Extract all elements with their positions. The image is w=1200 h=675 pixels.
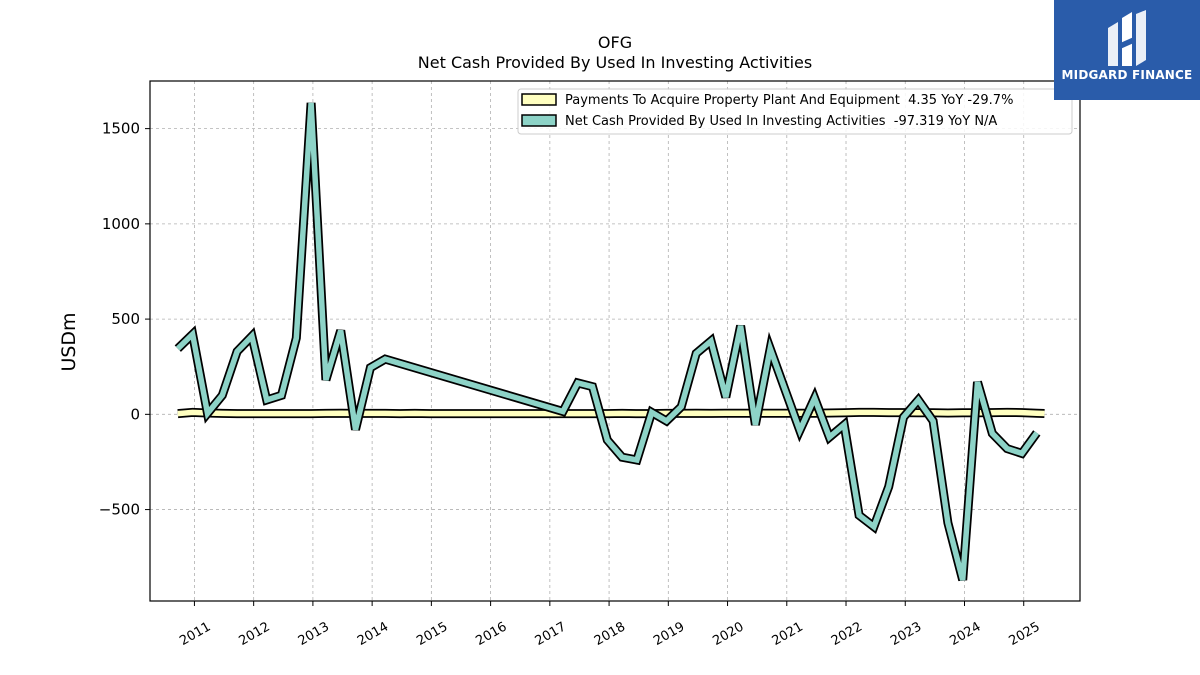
series-layer: [174, 102, 1045, 582]
x-tick-label: 2016: [473, 619, 509, 649]
legend-swatch-investing: [521, 114, 557, 127]
series-line-investing-stroke: [175, 102, 1040, 581]
x-tick-label: 2025: [1007, 619, 1043, 649]
legend-label-capex: Payments To Acquire Property Plant And E…: [565, 93, 1013, 108]
series-line-capex-stroke: [177, 409, 1045, 417]
legend-label-investing: Net Cash Provided By Used In Investing A…: [565, 114, 997, 129]
y-tick-label: 1000: [102, 215, 140, 233]
x-tick-label: 2022: [829, 619, 865, 649]
x-tick-label: 2021: [770, 619, 806, 649]
chart-subtitle: Net Cash Provided By Used In Investing A…: [418, 53, 812, 72]
axes-frame: [149, 80, 1081, 602]
y-tick-label: 500: [111, 310, 140, 328]
x-tick-label: 2024: [947, 619, 983, 649]
y-tick-label: 1500: [102, 120, 140, 138]
x-tick-label: 2015: [414, 619, 450, 649]
legend: Payments To Acquire Property Plant And E…: [517, 88, 1073, 135]
series-line-capex: [177, 407, 1045, 419]
y-axis: −500 0 500 1000 1500: [99, 120, 150, 519]
x-tick-label: 2017: [533, 619, 569, 649]
legend-swatch-capex: [521, 93, 557, 106]
series-line-investing: [174, 102, 1041, 582]
y-tick-label: 0: [130, 405, 140, 423]
x-tick-label: 2014: [355, 619, 391, 649]
midgard-finance-logo: MIDGARD FINANCE: [1054, 0, 1200, 100]
x-tick-label: 2020: [710, 619, 746, 649]
brand-name: MIDGARD FINANCE: [1061, 68, 1193, 82]
y-tick-label: −500: [99, 501, 140, 519]
x-tick-label: 2018: [592, 619, 628, 649]
brand-mark-icon: [1108, 10, 1146, 66]
chart-title: OFG: [598, 33, 632, 52]
grid: [150, 81, 1080, 601]
x-tick-label: 2012: [237, 619, 273, 649]
x-tick-label: 2023: [888, 619, 924, 649]
x-tick-label: 2011: [177, 619, 213, 649]
x-tick-label: 2013: [296, 619, 332, 649]
x-tick-label: 2019: [651, 619, 687, 649]
legend-box: [517, 88, 1073, 135]
x-axis: 2011 2012 2013 2014 2015 2016 2017 2018 2019 2020…: [177, 601, 1043, 649]
y-axis-label: USDm: [58, 312, 80, 371]
